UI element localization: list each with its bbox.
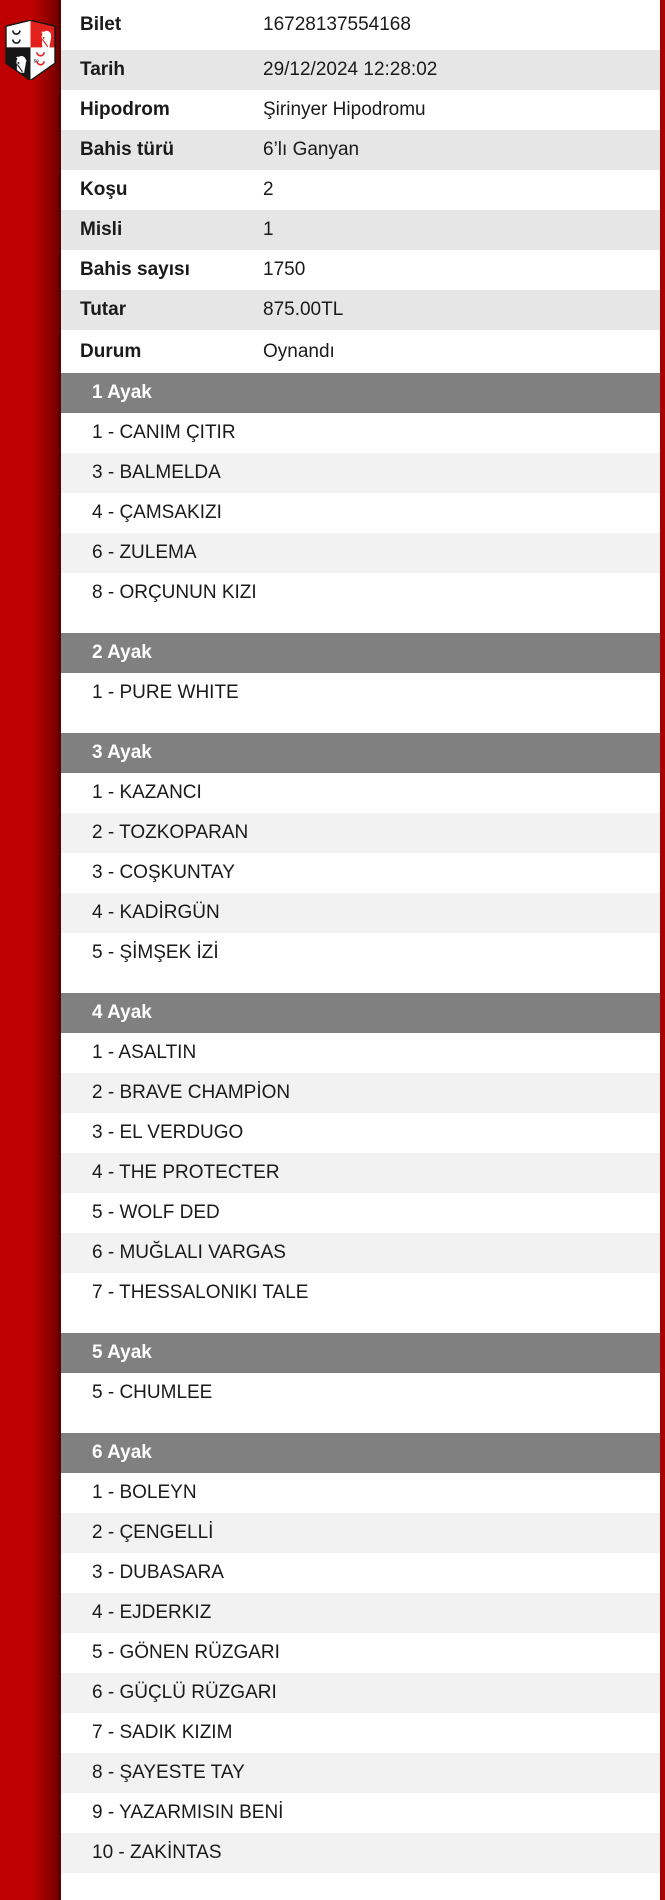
svg-text:50: 50 — [34, 58, 40, 63]
svg-text:19: 19 — [21, 58, 27, 63]
